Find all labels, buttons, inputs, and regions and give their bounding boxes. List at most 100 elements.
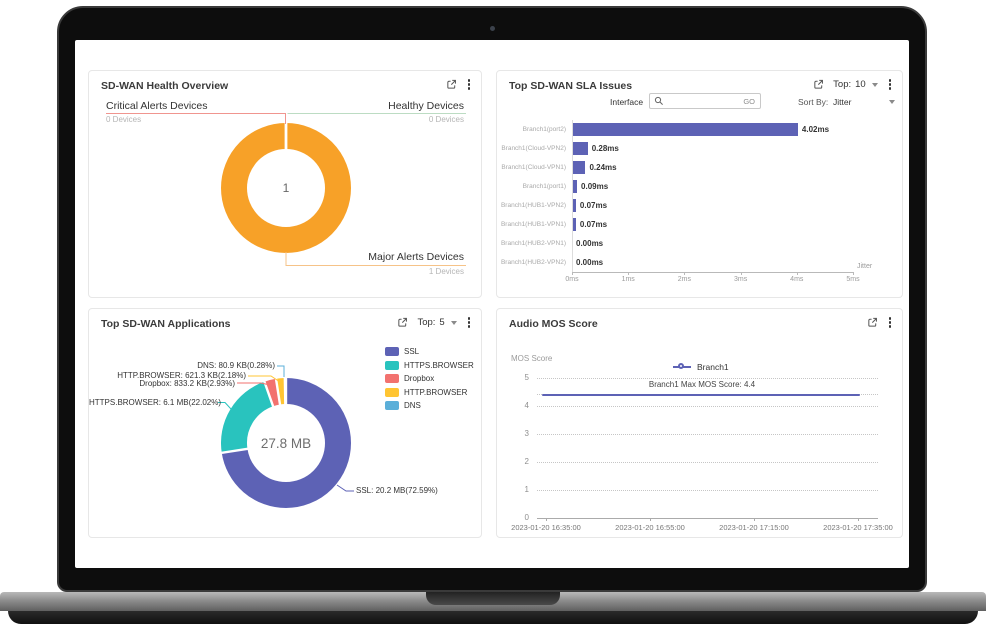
sla-axis-tick-label: 0ms: [565, 276, 579, 283]
sla-axis-tick: [628, 272, 630, 275]
panel-title: Top SD-WAN SLA Issues: [509, 80, 633, 92]
export-icon[interactable]: [867, 317, 878, 328]
sla-bar-value: 0.07ms: [579, 201, 608, 210]
top-value: 5: [439, 317, 445, 328]
sla-axis-tick-label: 4ms: [790, 276, 804, 283]
mos-x-tick: [650, 518, 651, 521]
mos-gridline: [537, 434, 878, 435]
legend-swatch: [385, 347, 399, 356]
sla-bar: [572, 142, 588, 155]
health-slice-sublabel: 1 Devices: [428, 267, 464, 276]
sla-bar-row: Branch1(HUB2-VPN1) 0.00ms: [497, 234, 902, 253]
mos-gridline: [537, 406, 878, 407]
panel-menu-icon[interactable]: [466, 317, 472, 328]
mos-y-tick-label: 1: [524, 485, 529, 494]
panel-title: Top SD-WAN Applications: [101, 318, 231, 330]
sla-bar-value: 0.00ms: [576, 258, 604, 267]
sla-bar-category: Branch1(HUB1-VPN1): [500, 221, 566, 228]
applications-donut-chart: [221, 378, 351, 508]
legend-item[interactable]: SSL: [385, 347, 474, 356]
export-icon[interactable]: [446, 79, 457, 90]
legend-name: HTTP.BROWSER: [404, 387, 468, 397]
mos-legend-item[interactable]: Branch1: [673, 362, 729, 372]
panel-menu-icon[interactable]: [887, 317, 893, 328]
sla-bar: [572, 123, 798, 136]
sort-by-select[interactable]: Jitter: [833, 97, 852, 107]
sla-bar-category: Branch1(port1): [522, 183, 566, 190]
sla-bar: [572, 218, 576, 231]
sla-bar-category: Branch1(HUB2-VPN2): [500, 259, 566, 266]
mos-x-tick-label: 2023-01-20 17:15:00: [719, 523, 789, 532]
series-name: Branch1: [697, 362, 729, 372]
mos-gridline: [537, 462, 878, 463]
export-icon[interactable]: [397, 317, 408, 328]
legend-swatch: [385, 387, 399, 397]
laptop-notch: [426, 592, 560, 605]
top-label: Top:: [833, 79, 852, 90]
legend-swatch: [385, 360, 399, 370]
top-value: 10: [855, 79, 866, 90]
application-slice-label: HTTP.BROWSER: 621.3 KB(2.18%): [117, 371, 246, 380]
dashboard-screen: SD-WAN Health Overview 1 Critical Alerts…: [75, 40, 909, 568]
export-icon[interactable]: [813, 79, 824, 90]
sla-axis-tick-label: 2ms: [677, 276, 692, 283]
sla-bar-row: Branch1(Cloud-VPN2) 0.28ms: [497, 139, 902, 158]
legend-name: Dropbox: [404, 374, 435, 383]
panel-top-sdwan-applications: Top SD-WAN Applications Top: 5 27.8 MB D…: [88, 308, 482, 538]
mos-y-tick-label: 3: [524, 429, 529, 438]
interface-label: Interface: [610, 97, 644, 107]
health-slice-sublabel: 0 Devices: [428, 115, 464, 124]
panel-menu-icon[interactable]: [887, 79, 893, 90]
application-slice-label: HTTPS.BROWSER: 6.1 MB(22.02%): [89, 398, 222, 407]
panel-title: Audio MOS Score: [509, 318, 598, 330]
panel-title: SD-WAN Health Overview: [101, 80, 229, 92]
sla-axis-tick: [572, 272, 573, 275]
chevron-down-icon: [871, 82, 878, 87]
interface-search-input[interactable]: [664, 96, 742, 106]
health-slice-label: Major Alerts Devices: [368, 251, 464, 263]
sla-axis-tick: [740, 272, 742, 275]
mos-series-line: [542, 393, 860, 396]
sla-bar-value: 0.09ms: [581, 182, 609, 191]
mos-y-axis-title: MOS Score: [511, 354, 553, 363]
mos-y-tick-label: 2: [524, 457, 529, 466]
chevron-down-icon: [889, 100, 895, 104]
mos-line-chart: MOS Score Branch1 Branch1 Max MOS Score:…: [497, 309, 902, 537]
sla-bar-row: Branch1(HUB1-VPN2) 0.07ms: [497, 196, 902, 215]
legend-item[interactable]: HTTPS.BROWSER: [385, 360, 474, 370]
legend-item[interactable]: DNS: [385, 401, 474, 410]
mos-x-tick-label: 2023-01-20 16:55:00: [615, 523, 685, 532]
legend-swatch: [385, 374, 399, 383]
sla-bar: [572, 161, 586, 174]
sla-bar-category: Branch1(HUB1-VPN2): [500, 202, 566, 209]
sla-bar-category: Branch1(Cloud-VPN2): [501, 145, 566, 152]
health-slice-sublabel: 0 Devices: [106, 115, 142, 124]
laptop-base: [0, 592, 986, 611]
top-n-select[interactable]: Top: 10: [833, 79, 878, 90]
legend-item[interactable]: Dropbox: [385, 374, 474, 383]
legend-name: HTTPS.BROWSER: [404, 360, 474, 370]
mos-x-tick-label: 2023-01-20 16:35:00: [511, 523, 581, 532]
sla-axis-tick: [796, 272, 798, 275]
sla-bar-value: 0.28ms: [591, 144, 619, 153]
go-button[interactable]: GO: [743, 96, 755, 106]
legend-item[interactable]: HTTP.BROWSER: [385, 387, 474, 397]
sla-bar-category: Branch1(HUB2-VPN1): [500, 240, 566, 247]
mos-annotation: Branch1 Max MOS Score: 4.4: [648, 380, 756, 389]
panel-top-sdwan-sla-issues: Top SD-WAN SLA Issues Top: 10 Interface: [496, 70, 903, 298]
panel-menu-icon[interactable]: [466, 79, 472, 90]
sla-bar-value: 0.07ms: [579, 220, 608, 229]
application-slice-label: SSL: 20.2 MB(72.59%): [356, 486, 438, 495]
sla-axis-tick: [853, 272, 854, 275]
legend-swatch: [385, 401, 399, 410]
sla-axis-tick: [684, 272, 686, 275]
legend-name: DNS: [404, 401, 421, 410]
sla-x-axis: [572, 272, 854, 273]
sla-bar-row: Branch1(port1) 0.09ms: [497, 177, 902, 196]
sort-by-label: Sort By:: [798, 97, 829, 107]
mos-x-tick: [546, 518, 547, 521]
application-slice-label: Dropbox: 833.2 KB(2.93%): [139, 379, 235, 388]
top-n-select[interactable]: Top: 5: [417, 317, 457, 328]
mos-gridline: [537, 378, 878, 379]
sla-bar-value: 4.02ms: [801, 125, 830, 134]
